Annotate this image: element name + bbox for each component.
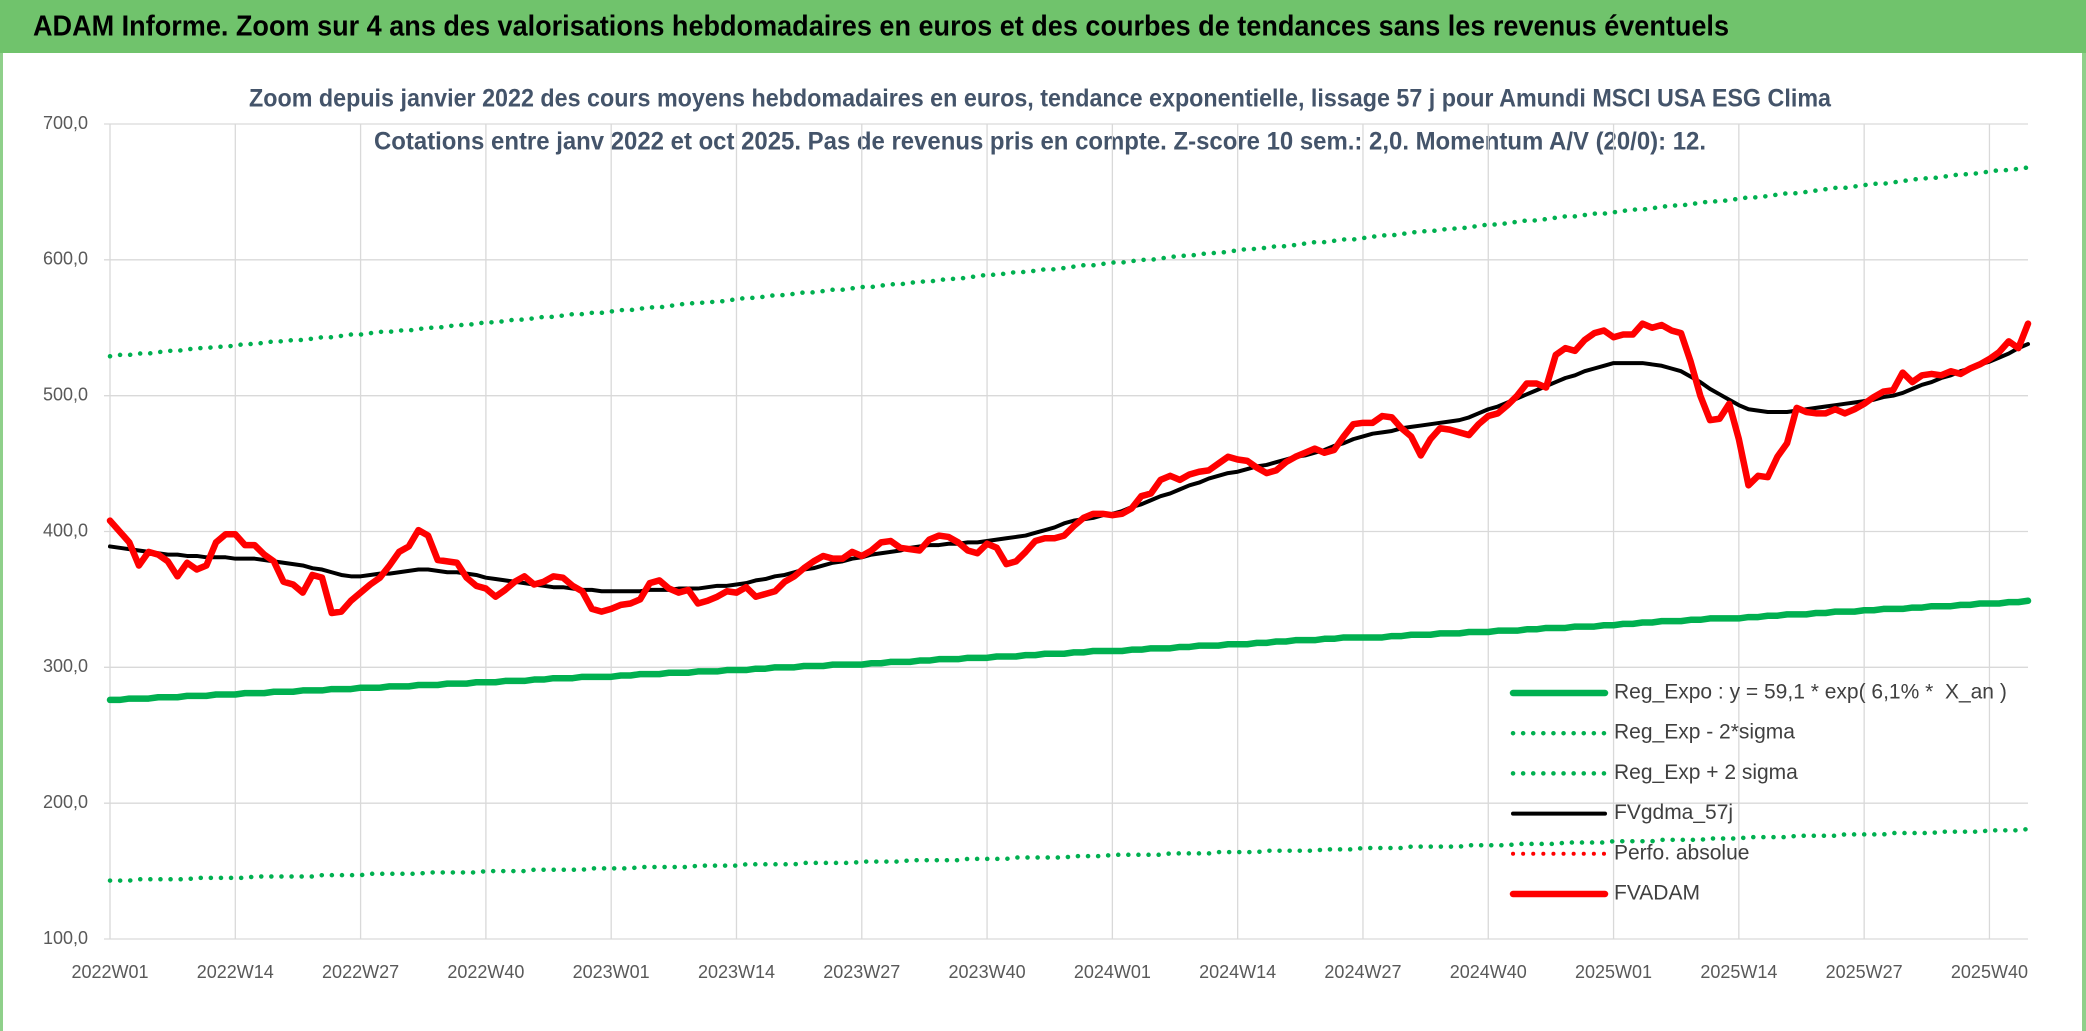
series-line [108,342,2030,594]
legend: Reg_Expo : y = 59,1 * exp( 6,1% * X_an )… [1509,681,2007,905]
header-bar [0,0,2086,53]
series-line [106,597,2032,704]
legend-label: Perfo. absolue [1614,841,1749,864]
x-tick-label: 2022W27 [322,962,399,982]
x-tick-label: 2024W14 [1199,962,1276,982]
grid: 100,0 200,0 300,0 400,0 500,0 600,0 700,0 2022W… [43,113,2028,982]
chart-subtitle: Cotations entre janv 2022 et oct 2025. P… [374,128,1706,156]
y-tick-label: 600,0 [43,249,88,269]
plot-lines [106,165,2032,883]
x-tick-label: 2023W01 [573,962,650,982]
y-tick-label: 700,0 [43,113,88,133]
legend-label: Reg_Exp + 2 sigma [1614,761,1798,784]
series-line [107,826,2031,883]
x-tick-label: 2025W40 [1951,962,2028,982]
y-tick-label: 400,0 [43,520,88,540]
legend-label: Reg_Exp - 2*sigma [1614,721,1795,744]
chart-title: Zoom depuis janvier 2022 des cours moyen… [249,85,1832,113]
x-tick-label: 2023W27 [823,962,900,982]
series-line [107,165,2031,359]
x-tick-label: 2022W01 [71,962,148,982]
header-title: ADAM Informe. Zoom sur 4 ans des valoris… [33,11,1729,43]
y-tick-label: 200,0 [43,792,88,812]
y-tick-label: 300,0 [43,656,88,676]
y-tick-label: 100,0 [43,928,88,948]
legend-label: FVADAM [1614,882,1700,905]
x-tick-label: 2023W40 [949,962,1026,982]
legend-label: Reg_Expo : y = 59,1 * exp( 6,1% * X_an ) [1614,681,2007,704]
x-tick-label: 2024W40 [1450,962,1527,982]
legend-label: FVgdma_57j [1614,801,1733,824]
x-tick-label: 2022W14 [197,962,274,982]
left-border [0,53,3,1031]
series-line [106,320,2032,617]
x-tick-label: 2023W14 [698,962,775,982]
right-border [2082,53,2086,1031]
x-tick-label: 2022W40 [447,962,524,982]
x-tick-label: 2025W14 [1700,962,1777,982]
x-tick-label: 2025W27 [1826,962,1903,982]
y-tick-label: 500,0 [43,384,88,404]
x-tick-label: 2025W01 [1575,962,1652,982]
x-tick-label: 2024W01 [1074,962,1151,982]
x-tick-label: 2024W27 [1324,962,1401,982]
